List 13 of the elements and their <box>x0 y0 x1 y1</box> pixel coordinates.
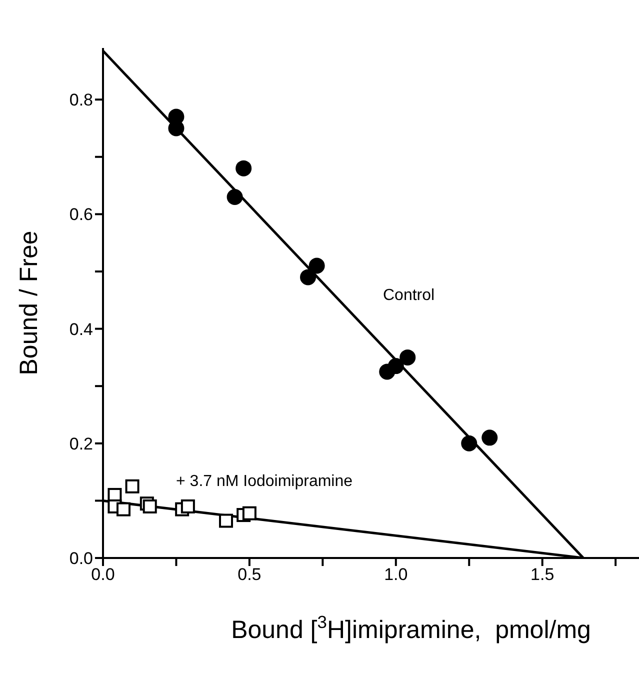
y-tick-label: 0.6 <box>69 205 93 224</box>
x-tick-label: 0.0 <box>91 565 115 584</box>
y-tick-label: 0.2 <box>69 434 93 454</box>
y-axis-title: Bound / Free <box>14 230 43 376</box>
annotation: + 3.7 nM Iodoimipramine <box>176 473 353 490</box>
y-tick-label: 0.4 <box>69 320 93 339</box>
y-tick-label: 0.8 <box>69 90 93 110</box>
annotation: Control <box>383 287 435 304</box>
x-tick-label: 0.5 <box>238 565 262 584</box>
y-tick-label: 0.0 <box>69 549 93 568</box>
x-tick-label: 1.0 <box>384 565 408 584</box>
x-axis-title: Bound [$^{3}$H]imipramine, pmol/mg <box>231 612 591 644</box>
x-tick-label: 1.5 <box>530 565 554 584</box>
